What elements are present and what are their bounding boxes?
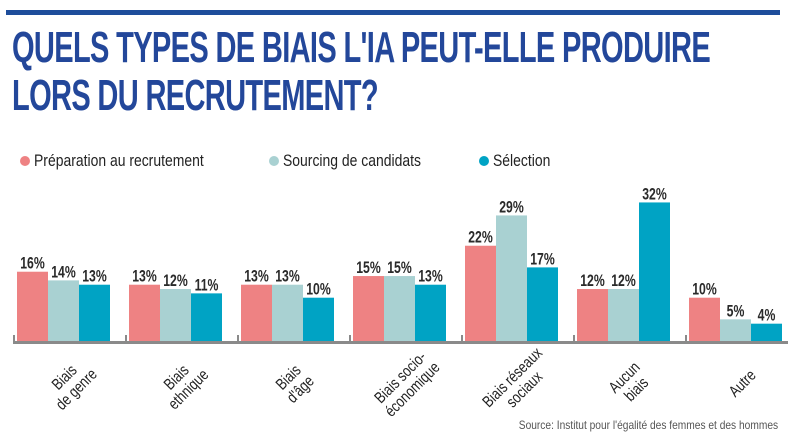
data-label: 15%: [387, 259, 411, 277]
legend-swatch: [268, 156, 279, 166]
title-line-1: QUELS TYPES DE BIAIS L'IA PEUT-ELLE PROD…: [12, 23, 711, 72]
bar: [129, 284, 160, 341]
data-label: 12%: [163, 272, 187, 290]
data-label: 17%: [530, 251, 554, 269]
data-label: 12%: [580, 272, 604, 290]
category-label: Biais socio-économique: [372, 348, 444, 420]
legend-swatch: [20, 156, 30, 166]
bar: [353, 276, 384, 341]
data-label: 11%: [195, 277, 219, 295]
legend-label: Sélection: [493, 151, 551, 170]
data-label: 13%: [275, 268, 299, 286]
chart-title: QUELS TYPES DE BIAIS L'IA PEUT-ELLE PROD…: [12, 23, 711, 120]
data-label: 10%: [306, 281, 330, 299]
bar: [48, 280, 79, 341]
bar: [384, 276, 415, 341]
bar: [241, 284, 272, 341]
data-label: 4%: [758, 307, 776, 325]
bar: [191, 293, 222, 341]
data-label: 29%: [499, 199, 523, 217]
top-rule: [6, 10, 780, 15]
legend-label: Sourcing de candidats: [282, 151, 421, 170]
bar: [527, 267, 558, 341]
data-label: 5%: [727, 303, 745, 321]
bar: [720, 319, 751, 341]
category-label-line: Autre: [726, 367, 760, 401]
bar: [751, 323, 782, 341]
category-label: Autre: [726, 367, 760, 401]
source-note: Source: Institut pour l'égalité des femm…: [518, 418, 778, 432]
data-label: 22%: [468, 229, 492, 247]
data-label: 15%: [356, 259, 380, 277]
legend-swatch: [479, 156, 490, 166]
legend-item-selection: Sélection: [479, 151, 563, 171]
data-label: 14%: [51, 264, 75, 282]
legend-item-sourcing: Sourcing de candidats: [268, 151, 451, 171]
legend-label: Préparation au recrutement: [34, 151, 204, 170]
data-label: 13%: [244, 268, 268, 286]
bar: [272, 284, 303, 341]
data-label: 16%: [20, 255, 44, 273]
data-label: 32%: [642, 186, 666, 204]
bar: [17, 271, 48, 341]
bar: [639, 202, 670, 341]
bar: [303, 297, 334, 341]
legend: Préparation au recrutement Sourcing de c…: [20, 150, 591, 172]
bar: [465, 245, 496, 341]
bar: [608, 289, 639, 341]
data-label: 13%: [418, 268, 442, 286]
title-line-2: LORS DU RECRUTEMENT?: [12, 71, 379, 120]
data-label: 13%: [132, 268, 156, 286]
bar: [415, 284, 446, 341]
data-label: 12%: [611, 272, 635, 290]
bar: [79, 284, 110, 341]
legend-item-preparation: Préparation au recrutement: [20, 151, 241, 171]
bar: [496, 215, 527, 341]
bar: [689, 297, 720, 341]
data-label: 13%: [82, 268, 106, 286]
data-label: 10%: [692, 281, 716, 299]
bar: [577, 289, 608, 341]
bar: [160, 289, 191, 341]
